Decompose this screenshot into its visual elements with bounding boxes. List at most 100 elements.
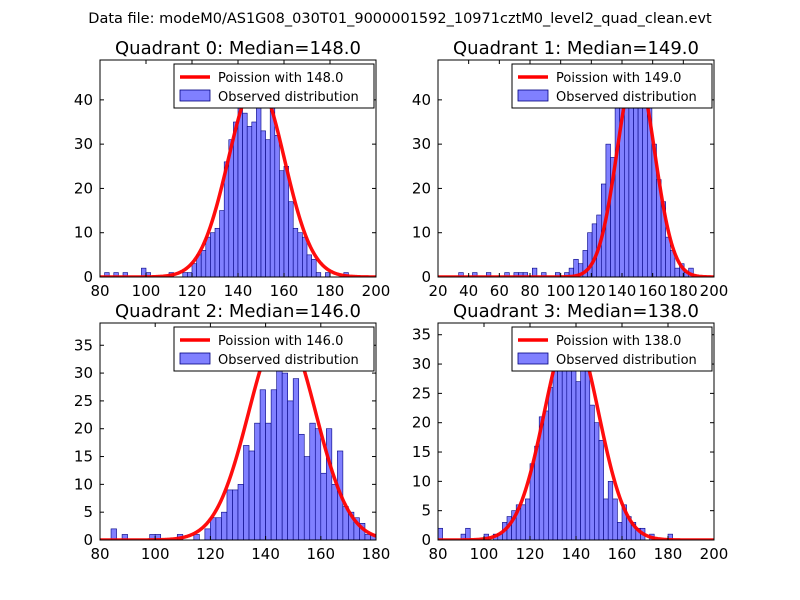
histogram-bar: [259, 389, 266, 540]
chart-quadrant-3: 80 100 120 140 160 180 200 0 5 10 15 20 25 30 35 Quadra…: [412, 301, 728, 563]
histogram-bar: [288, 201, 294, 277]
x-tick-label: 180: [362, 545, 391, 563]
chart-title: Quadrant 1: Median=149.0: [453, 38, 699, 59]
histogram-bar: [504, 272, 510, 277]
x-tick-label: 200: [700, 545, 729, 563]
histogram-bar: [617, 522, 623, 540]
x-tick-label: 80: [520, 282, 539, 300]
histogram-bar: [237, 484, 244, 540]
histogram-bar: [292, 378, 300, 540]
histogram-bar: [214, 227, 220, 277]
histogram-bar: [320, 472, 327, 540]
histogram-bar: [254, 422, 261, 540]
y-tick-label: 10: [412, 472, 431, 490]
histogram-bar: [297, 232, 303, 277]
x-tick-label: 160: [608, 545, 637, 563]
x-tick-label: 120: [178, 282, 207, 300]
histogram-bar: [522, 272, 528, 277]
histogram-bar: [306, 254, 312, 277]
axes-frame: [437, 59, 715, 278]
histogram-bar: [205, 236, 211, 277]
x-tick-label: 160: [638, 282, 667, 300]
histogram-bar: [458, 272, 464, 277]
y-tick-label: 10: [74, 475, 93, 493]
histogram-bar: [281, 372, 288, 540]
y-tick-label: 35: [74, 336, 93, 354]
y-tick-label: 5: [83, 503, 93, 521]
histogram-bar: [279, 170, 285, 277]
histogram-bar: [485, 272, 492, 277]
x-tick-label: 200: [700, 282, 729, 300]
histogram-bar: [548, 387, 554, 540]
histogram-bar: [204, 528, 211, 540]
histogram-bar: [270, 389, 277, 540]
histogram-bar: [232, 489, 239, 540]
y-tick-label: 30: [412, 135, 431, 153]
histogram-bar: [274, 134, 280, 277]
y-tick-label: 0: [83, 268, 93, 286]
x-tick-label: 80: [90, 282, 109, 300]
legend: Poission with 146.0 Observed distribution: [173, 326, 375, 372]
x-tick-label: 60: [490, 282, 509, 300]
histogram-bar: [303, 456, 311, 540]
histogram-bar: [256, 90, 262, 277]
histogram-bar: [438, 527, 443, 540]
histogram-bar: [311, 258, 317, 277]
legend-bar-swatch: [179, 89, 211, 102]
histogram-bar: [364, 534, 371, 540]
histogram-bar: [243, 445, 250, 540]
histogram-bar: [283, 165, 289, 277]
legend-bar-label: Observed distribution: [556, 353, 697, 368]
histogram-bar: [628, 81, 634, 277]
histogram-bar: [552, 352, 558, 540]
x-tick-label: 140: [251, 545, 280, 563]
histogram-bar: [612, 498, 618, 540]
y-tick-label: 30: [74, 135, 93, 153]
histogram-bar: [642, 95, 648, 277]
legend-bar-swatch: [517, 352, 549, 365]
x-tick-label: 120: [577, 282, 606, 300]
y-tick-label: 10: [412, 224, 431, 242]
legend-line-label: Poission with 148.0: [218, 71, 343, 86]
legend-line-label: Poission with 149.0: [556, 71, 681, 86]
y-tick-label: 25: [74, 392, 93, 410]
x-tick-label: 140: [608, 282, 637, 300]
histogram-bar: [191, 263, 197, 277]
histogram-bar: [541, 272, 547, 277]
histogram-bar: [221, 511, 228, 540]
y-tick-label: 10: [74, 224, 93, 242]
chart-quadrant-2: 80 100 120 140 160 180 0 5 10 15 20 25 30 35 Quadrant …: [74, 301, 390, 563]
x-tick-label: 120: [196, 545, 225, 563]
x-tick-label: 200: [362, 282, 391, 300]
histogram-bar: [575, 381, 581, 540]
histogram-bar: [525, 498, 531, 540]
y-tick-label: 20: [74, 179, 93, 197]
x-tick-label: 140: [562, 545, 591, 563]
legend-box: [511, 63, 713, 109]
y-tick-label: 30: [412, 355, 431, 373]
y-tick-label: 20: [412, 179, 431, 197]
histogram-bar: [215, 517, 222, 540]
x-tick-label: 100: [470, 545, 499, 563]
histogram-bar: [248, 450, 255, 540]
x-tick-label: 140: [224, 282, 253, 300]
y-tick-label: 15: [412, 443, 431, 461]
histogram-bar: [472, 272, 478, 277]
legend-line-label: Poission with 146.0: [218, 334, 343, 349]
histogram-bar: [674, 267, 680, 277]
x-tick-label: 100: [132, 282, 161, 300]
y-tick-label: 40: [412, 91, 431, 109]
chart-quadrant-0: 80 100 120 140 160 180 200 0 10 20 30 40 Quadrant 0:…: [74, 38, 390, 300]
y-tick-label: 0: [421, 268, 431, 286]
histogram-bar: [200, 250, 207, 277]
chart-title: Quadrant 3: Median=138.0: [453, 301, 699, 322]
y-tick-label: 25: [412, 384, 431, 402]
histogram-bar: [287, 400, 294, 540]
legend: Poission with 148.0 Observed distribution: [173, 63, 375, 109]
histogram-bar: [219, 210, 225, 277]
histogram-bar: [325, 272, 331, 277]
histogram-bar: [260, 130, 266, 277]
histogram-bar: [302, 236, 308, 277]
histogram-bar: [298, 433, 305, 540]
x-tick-label: 100: [546, 282, 575, 300]
